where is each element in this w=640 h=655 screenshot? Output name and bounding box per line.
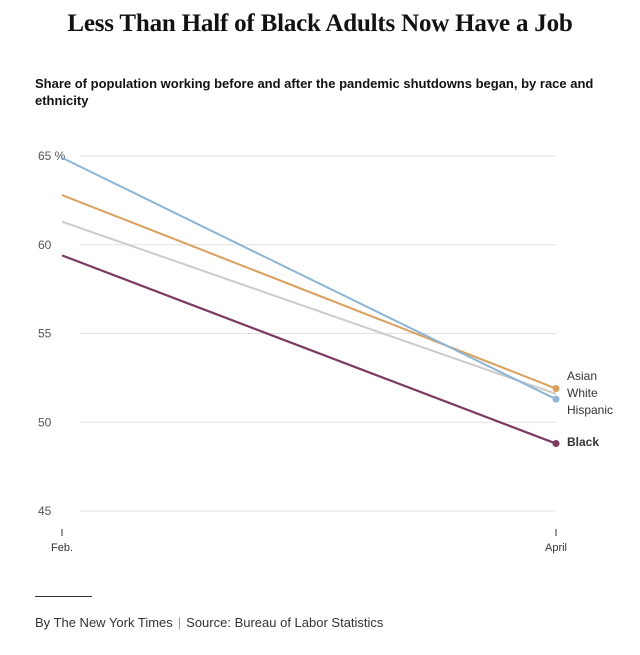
series-line-hispanic xyxy=(61,220,557,395)
series-label-hispanic: Hispanic xyxy=(567,403,613,417)
y-tick-label-45: 45 xyxy=(38,504,52,518)
series-label-white: White xyxy=(567,386,598,400)
series-line-asian xyxy=(61,156,557,401)
source-text: Source: Bureau of Labor Statistics xyxy=(186,615,384,630)
series-point-black xyxy=(552,440,560,448)
series-point-white xyxy=(552,385,560,393)
x-tick-label-1: April xyxy=(545,542,567,554)
byline: By The New York Times xyxy=(35,615,173,630)
separator: | xyxy=(177,615,182,630)
line-chart: 65 % 60 55 50 45 Feb. April Asian White Hispanic B… xyxy=(38,149,613,554)
source-line: By The New York Times | Source: Bureau of … xyxy=(35,615,383,630)
y-tick-label-60: 60 xyxy=(38,238,52,252)
y-tick-label-55: 55 xyxy=(38,327,52,341)
x-tick-label-0: Feb. xyxy=(51,542,73,554)
series-line-black xyxy=(61,254,557,445)
series-point-asian xyxy=(552,395,560,403)
series-label-asian: Asian xyxy=(567,369,597,383)
chart-title: Less Than Half of Black Adults Now Have … xyxy=(67,10,573,37)
footer-divider xyxy=(35,596,92,597)
series-line-white xyxy=(61,194,557,390)
y-tick-label-50: 50 xyxy=(38,415,52,429)
chart-subtitle: Share of population working before and a… xyxy=(35,76,594,108)
series-label-black: Black xyxy=(567,435,599,449)
y-tick-label-65: 65 % xyxy=(38,149,66,163)
